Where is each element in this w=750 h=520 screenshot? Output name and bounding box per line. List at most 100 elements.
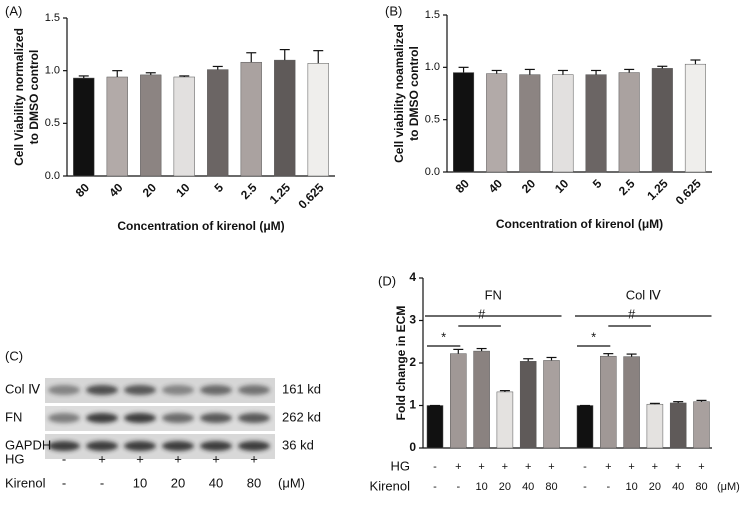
condition-value: - bbox=[62, 451, 66, 466]
condition-value: 80 bbox=[247, 475, 261, 490]
blot-band bbox=[162, 385, 194, 395]
condition-value: 10 bbox=[475, 481, 487, 493]
condition-value: + bbox=[525, 461, 531, 473]
condition-label: Kirenol bbox=[5, 475, 46, 490]
y-tick-label: 0.5 bbox=[45, 117, 60, 129]
bar bbox=[106, 76, 128, 177]
blot-strip bbox=[45, 434, 275, 459]
x-tick-label: 10 bbox=[173, 180, 193, 200]
bar bbox=[519, 361, 537, 449]
y-axis-label: Cell viability noamalized bbox=[392, 24, 406, 163]
y-axis-label: to DMSO control bbox=[407, 46, 421, 141]
x-tick-label: 2.5 bbox=[616, 176, 638, 198]
y-tick-label: 3 bbox=[409, 313, 416, 327]
bar bbox=[552, 74, 574, 173]
group-label: Col Ⅳ bbox=[626, 287, 661, 302]
x-tick-label: 5 bbox=[590, 176, 605, 191]
bar bbox=[669, 402, 687, 449]
condition-value: - bbox=[433, 481, 437, 493]
protein-label: FN bbox=[5, 409, 22, 424]
x-tick-label: 2.5 bbox=[238, 180, 260, 202]
panel-label: (B) bbox=[385, 3, 402, 18]
blot-band bbox=[200, 413, 232, 423]
y-tick-label: 4 bbox=[409, 270, 416, 284]
condition-value: 40 bbox=[672, 481, 684, 493]
y-axis-label: Fold change in ECM bbox=[394, 306, 408, 421]
bar bbox=[646, 403, 664, 449]
condition-value: + bbox=[548, 461, 554, 473]
y-tick-label: 1.5 bbox=[425, 9, 440, 21]
y-tick-label: 1 bbox=[409, 398, 416, 412]
blot-image bbox=[45, 378, 275, 459]
condition-value: + bbox=[698, 461, 704, 473]
bar bbox=[623, 356, 640, 449]
x-axis-label: Concentration of kirenol (μM) bbox=[117, 219, 284, 233]
blot-band bbox=[48, 413, 80, 423]
x-tick-label: 40 bbox=[486, 176, 506, 196]
y-axis-label: to DMSO control bbox=[27, 50, 41, 145]
blot-band bbox=[238, 413, 270, 423]
y-tick-label: 0.5 bbox=[425, 114, 440, 126]
condition-label: HG bbox=[391, 458, 411, 473]
condition-value: - bbox=[606, 481, 610, 493]
bar bbox=[274, 59, 296, 177]
x-tick-label: 0.625 bbox=[673, 176, 704, 207]
x-tick-label: 1.25 bbox=[644, 176, 671, 203]
x-tick-label: 80 bbox=[453, 176, 473, 196]
bar bbox=[600, 355, 617, 449]
blot-band bbox=[162, 413, 194, 423]
condition-value: - bbox=[456, 481, 460, 493]
condition-value: + bbox=[502, 461, 508, 473]
blot-band bbox=[86, 413, 118, 423]
y-tick-label: 0 bbox=[409, 440, 416, 454]
x-tick-label: 0.625 bbox=[295, 180, 326, 211]
bar bbox=[486, 73, 508, 173]
bar bbox=[173, 76, 195, 177]
bar bbox=[450, 353, 467, 449]
protein-label: Col Ⅳ bbox=[5, 381, 40, 396]
condition-value: + bbox=[628, 461, 634, 473]
y-tick-label: 1.5 bbox=[45, 12, 60, 24]
condition-value: + bbox=[455, 461, 461, 473]
blot-band bbox=[124, 385, 156, 395]
annotation: # bbox=[478, 306, 486, 321]
condition-value: 10 bbox=[625, 481, 637, 493]
blot-band bbox=[86, 441, 118, 451]
bar bbox=[651, 68, 673, 173]
x-tick-label: 5 bbox=[211, 180, 226, 195]
bar bbox=[585, 74, 607, 173]
condition-value: - bbox=[62, 475, 66, 490]
blot-band bbox=[162, 441, 194, 451]
x-tick-label: 40 bbox=[106, 180, 126, 200]
blot-band bbox=[238, 441, 270, 451]
condition-value: 20 bbox=[649, 481, 661, 493]
x-tick-label: 10 bbox=[552, 176, 572, 196]
bar bbox=[307, 63, 329, 177]
annotation: * bbox=[591, 329, 596, 344]
blot-strip bbox=[45, 406, 275, 431]
blot-band bbox=[124, 441, 156, 451]
annotation: * bbox=[441, 329, 446, 344]
x-tick-label: 80 bbox=[73, 180, 93, 200]
condition-value: + bbox=[605, 461, 611, 473]
bar bbox=[473, 350, 490, 449]
condition-value: + bbox=[478, 461, 484, 473]
condition-value: + bbox=[652, 461, 658, 473]
condition-value: + bbox=[675, 461, 681, 473]
condition-value: 20 bbox=[171, 475, 185, 490]
condition-value: - bbox=[433, 461, 437, 473]
bar bbox=[496, 391, 514, 449]
bar bbox=[453, 72, 475, 173]
bar bbox=[618, 72, 640, 173]
condition-value: 40 bbox=[522, 481, 534, 493]
condition-value: + bbox=[250, 451, 258, 466]
bar bbox=[240, 61, 262, 177]
group-label: FN bbox=[485, 287, 502, 302]
condition-value: 40 bbox=[209, 475, 223, 490]
condition-value: + bbox=[136, 451, 144, 466]
annotation: # bbox=[628, 306, 636, 321]
unit-label: (μM) bbox=[717, 481, 740, 493]
blot-band bbox=[48, 441, 80, 451]
bar bbox=[73, 77, 95, 177]
